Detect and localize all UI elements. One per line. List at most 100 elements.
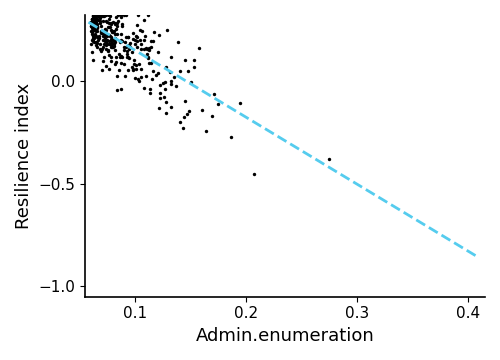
Point bbox=[134, 34, 141, 40]
Point bbox=[88, 29, 96, 35]
Point bbox=[110, 28, 118, 33]
Point bbox=[102, 63, 110, 69]
Point bbox=[120, 61, 128, 67]
Point bbox=[120, 45, 128, 50]
Point bbox=[142, 45, 150, 51]
Point bbox=[88, 49, 96, 55]
Point bbox=[88, 17, 96, 22]
Point bbox=[128, 64, 136, 70]
Point bbox=[136, 28, 144, 33]
Point bbox=[149, 38, 157, 44]
Point bbox=[123, 48, 131, 54]
Point bbox=[88, 13, 96, 18]
Point bbox=[125, 46, 133, 52]
Point bbox=[324, 156, 332, 162]
Point bbox=[102, 27, 110, 33]
Point bbox=[144, 55, 152, 60]
Point bbox=[117, 37, 125, 43]
Point bbox=[88, 37, 96, 43]
Point bbox=[112, 35, 120, 41]
Point bbox=[134, 44, 141, 49]
Point bbox=[92, 34, 100, 40]
Point bbox=[146, 60, 154, 66]
Point bbox=[88, 25, 96, 31]
Point bbox=[170, 74, 178, 80]
Point bbox=[92, 21, 100, 26]
Point bbox=[144, 12, 152, 18]
Point bbox=[92, 40, 100, 46]
Point bbox=[96, 18, 104, 24]
Point bbox=[96, 13, 104, 19]
Point bbox=[116, 86, 124, 92]
Point bbox=[144, 54, 152, 60]
Point bbox=[118, 23, 126, 28]
Point bbox=[128, 49, 136, 54]
Point bbox=[130, 60, 138, 66]
Point bbox=[90, 39, 98, 45]
Point bbox=[129, 67, 137, 73]
Point bbox=[167, 54, 175, 59]
Point bbox=[110, 38, 118, 44]
Point bbox=[130, 37, 138, 43]
Point bbox=[89, 36, 97, 42]
Point bbox=[100, 31, 108, 37]
Point bbox=[124, 42, 132, 48]
Point bbox=[90, 18, 98, 24]
Point bbox=[87, 19, 95, 25]
Point bbox=[195, 45, 203, 51]
Point bbox=[107, 44, 115, 50]
Point bbox=[102, 27, 110, 33]
Point bbox=[92, 15, 100, 21]
Point bbox=[107, 21, 115, 27]
Point bbox=[90, 13, 98, 19]
Point bbox=[98, 28, 106, 34]
Point bbox=[90, 21, 98, 27]
Point bbox=[145, 47, 153, 53]
Point bbox=[162, 99, 170, 105]
Point bbox=[106, 58, 114, 63]
Point bbox=[104, 52, 112, 58]
Point bbox=[108, 45, 116, 50]
Point bbox=[142, 73, 150, 79]
Point bbox=[87, 28, 95, 34]
Point bbox=[110, 41, 118, 47]
Point bbox=[92, 28, 100, 33]
Point bbox=[98, 46, 106, 51]
Point bbox=[90, 27, 98, 32]
Point bbox=[202, 128, 210, 134]
Point bbox=[186, 108, 194, 114]
Point bbox=[161, 79, 169, 85]
Point bbox=[162, 64, 170, 69]
Point bbox=[93, 23, 101, 29]
Point bbox=[117, 12, 125, 18]
Point bbox=[88, 12, 96, 18]
Point bbox=[108, 28, 116, 34]
Point bbox=[198, 107, 206, 113]
Y-axis label: Resilience index: Resilience index bbox=[15, 83, 33, 229]
Point bbox=[124, 54, 132, 59]
Point bbox=[106, 24, 114, 30]
Point bbox=[88, 16, 96, 22]
Point bbox=[105, 66, 113, 72]
Point bbox=[100, 54, 108, 60]
Point bbox=[118, 21, 126, 27]
Point bbox=[154, 49, 162, 54]
Point bbox=[110, 43, 118, 49]
Point bbox=[107, 41, 115, 46]
Point bbox=[115, 51, 123, 57]
Point bbox=[112, 59, 120, 64]
Point bbox=[104, 12, 112, 18]
Point bbox=[102, 18, 110, 24]
Point bbox=[92, 15, 100, 21]
Point bbox=[102, 12, 110, 18]
Point bbox=[102, 38, 110, 44]
Point bbox=[140, 17, 148, 22]
Point bbox=[250, 171, 258, 177]
Point bbox=[130, 41, 138, 47]
Point bbox=[104, 47, 112, 53]
Point bbox=[129, 36, 137, 42]
Point bbox=[96, 41, 104, 46]
Point bbox=[98, 30, 106, 36]
Point bbox=[104, 48, 112, 53]
Point bbox=[155, 105, 163, 111]
